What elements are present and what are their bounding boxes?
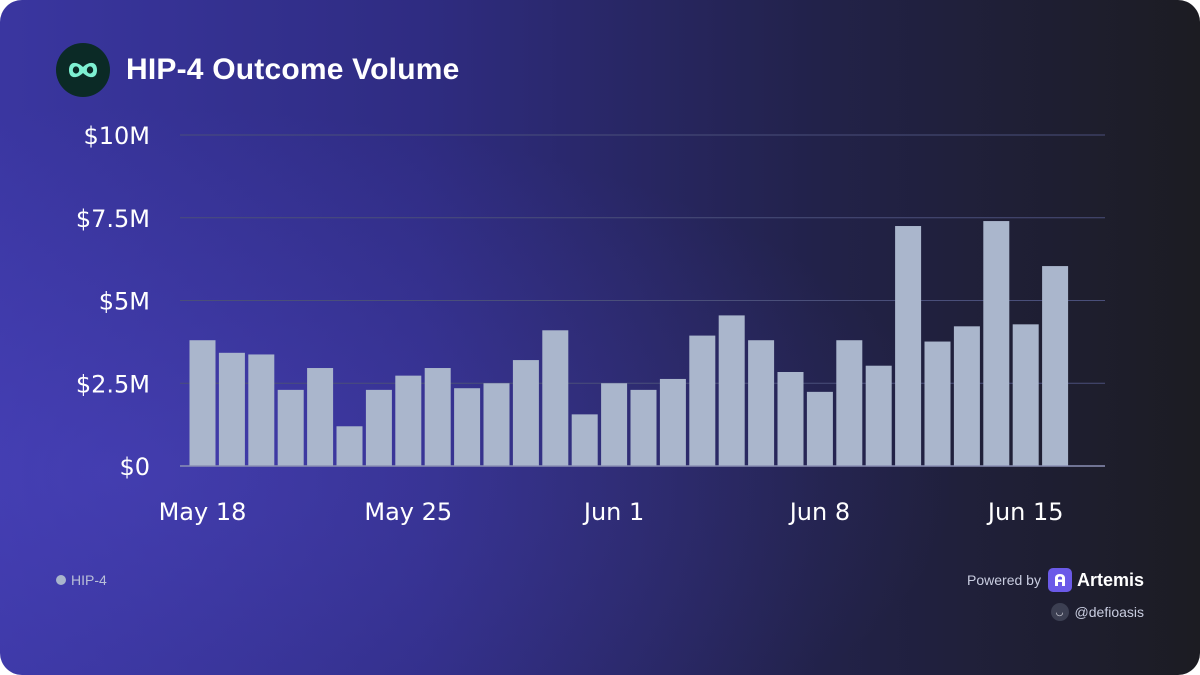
x-tick-label: Jun 15 — [986, 498, 1064, 526]
bar[interactable] — [248, 354, 275, 466]
avatar-icon: ◡ — [1050, 603, 1069, 621]
bar[interactable] — [395, 375, 422, 466]
x-tick-label: Jun 8 — [788, 498, 850, 526]
bar[interactable] — [424, 368, 451, 466]
bar[interactable] — [924, 341, 951, 466]
legend-swatch — [56, 575, 66, 585]
artemis-brand-name: Artemis — [1076, 569, 1144, 590]
page-title: HIP-4 Outcome Volume — [126, 53, 460, 86]
bar[interactable] — [483, 383, 510, 466]
bar[interactable] — [512, 360, 539, 466]
powered-by-label: Powered by — [967, 572, 1041, 588]
hyperliquid-logo-icon — [56, 43, 110, 97]
bar[interactable] — [542, 330, 569, 466]
bar[interactable] — [748, 340, 775, 466]
bar[interactable] — [836, 340, 863, 466]
bar[interactable] — [953, 326, 980, 466]
bar[interactable] — [718, 315, 745, 466]
chart-legend: HIP-4 — [56, 572, 107, 588]
bar[interactable] — [307, 368, 334, 466]
legend-label: HIP-4 — [71, 572, 107, 588]
bar[interactable] — [336, 426, 363, 466]
y-tick-label: $0 — [119, 453, 150, 481]
bar[interactable] — [865, 365, 892, 466]
bar[interactable] — [983, 221, 1010, 466]
bar[interactable] — [895, 226, 922, 466]
bar[interactable] — [189, 340, 216, 466]
bar[interactable] — [659, 378, 686, 466]
powered-by: Powered by Artemis — [967, 568, 1144, 592]
artemis-logo-icon — [1047, 568, 1072, 592]
bar[interactable] — [777, 371, 804, 466]
bar[interactable] — [218, 352, 245, 466]
bar[interactable] — [571, 414, 598, 466]
bar[interactable] — [601, 383, 628, 466]
author-handle[interactable]: ◡ @defioasis — [1050, 603, 1144, 621]
bar[interactable] — [630, 389, 657, 466]
y-tick-label: $7.5M — [76, 205, 150, 233]
bar[interactable] — [806, 391, 833, 466]
x-tick-label: May 18 — [159, 498, 247, 526]
bar[interactable] — [1012, 324, 1039, 466]
y-tick-label: $2.5M — [76, 370, 150, 398]
bar[interactable] — [454, 388, 481, 466]
bar[interactable] — [277, 389, 304, 466]
bar[interactable] — [365, 389, 392, 466]
y-tick-label: $10M — [83, 122, 150, 150]
bar[interactable] — [689, 335, 716, 466]
x-tick-label: Jun 1 — [582, 498, 644, 526]
handle-label: @defioasis — [1074, 604, 1144, 620]
x-tick-label: May 25 — [364, 498, 452, 526]
y-tick-label: $5M — [99, 288, 150, 316]
bar[interactable] — [1042, 266, 1069, 466]
